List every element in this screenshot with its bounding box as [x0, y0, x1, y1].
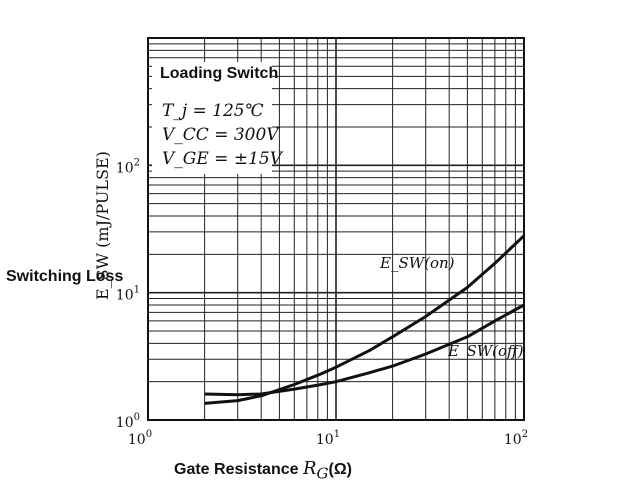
x-axis-title: Gate Resistance RG(Ω)	[174, 458, 352, 483]
y-tick-label: 100	[116, 412, 140, 431]
x-tick-label: 100	[128, 429, 152, 448]
x-tick-label: 102	[504, 429, 528, 448]
switching-loss-label: Switching Loss	[6, 268, 124, 285]
series-label-on: E_SW(on)	[379, 254, 455, 272]
x-axis-unit: (Ω)	[328, 461, 352, 478]
x-axis-title-text: Gate Resistance	[174, 461, 299, 478]
x-axis-symbol: RG	[302, 458, 329, 483]
annotation-box: Loading Switch T_j = 125℃ V_CC = 300V V_…	[152, 62, 284, 174]
series-label-off: E_SW(off)	[447, 342, 524, 360]
y-axis-title: E_SW (mJ/PULSE)	[93, 151, 112, 300]
plot-frame	[147, 37, 525, 421]
annotation-title: Loading Switch	[160, 65, 278, 82]
series-line-on	[204, 234, 526, 405]
condition-tj: T_j = 125℃	[162, 101, 264, 121]
condition-vge: V_GE = ±15V	[162, 149, 284, 169]
annotation-box-bg	[152, 62, 272, 174]
y-tick-label: 102	[116, 157, 140, 176]
series-line-off	[204, 303, 525, 397]
x-tick-label: 101	[316, 429, 340, 448]
condition-vcc: V_CC = 300V	[162, 125, 280, 145]
series-group	[204, 234, 526, 405]
y-tick-label: 101	[116, 285, 140, 304]
